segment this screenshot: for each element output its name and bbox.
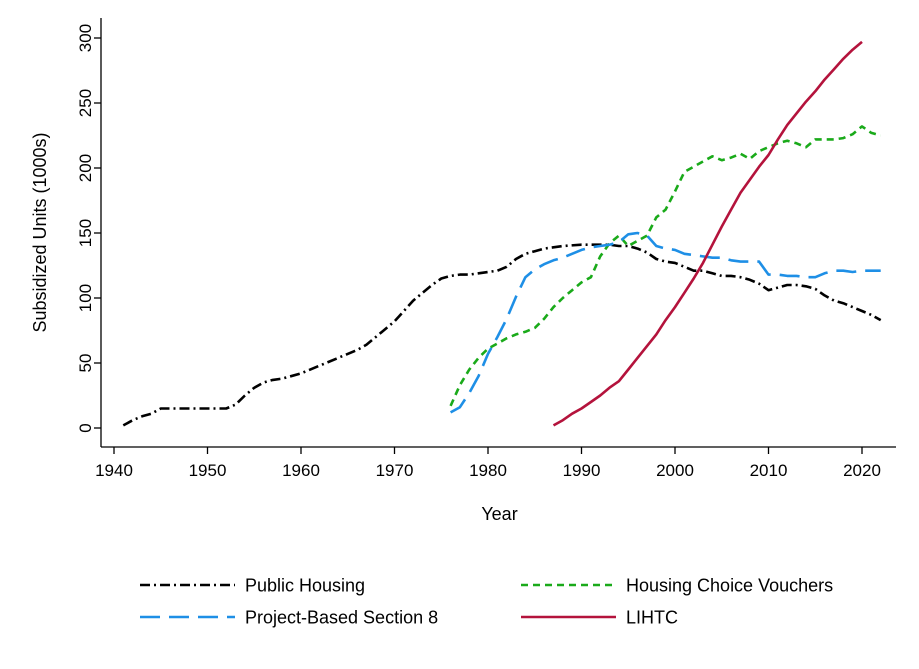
y-tick-label: 100 bbox=[76, 284, 95, 312]
x-tick-label: 1990 bbox=[563, 461, 601, 480]
legend-label: LIHTC bbox=[626, 607, 678, 627]
x-tick-label: 1980 bbox=[469, 461, 507, 480]
x-tick-label: 1940 bbox=[95, 461, 133, 480]
x-tick-label: 1960 bbox=[282, 461, 320, 480]
series-line-housing-choice-vouchers bbox=[449, 125, 882, 407]
y-axis-title: Subsidized Units (1000s) bbox=[30, 132, 50, 332]
legend: Public Housing Housing Choice Vouchers Pro… bbox=[140, 575, 833, 627]
y-tick-label: 50 bbox=[76, 354, 95, 373]
y-tick-label: 200 bbox=[76, 154, 95, 182]
x-tick-label: 2010 bbox=[750, 461, 788, 480]
series-line-project-based-section-8 bbox=[449, 231, 881, 414]
series-lines bbox=[122, 40, 882, 427]
x-axis-title: Year bbox=[481, 504, 517, 524]
y-tick-label: 250 bbox=[76, 89, 95, 117]
x-tick-label: 2000 bbox=[656, 461, 694, 480]
x-tick-label: 1970 bbox=[376, 461, 414, 480]
axes: 0 50 100 150 200 250 300 1940 1950 1960 1970 1980 19… bbox=[76, 18, 896, 480]
x-tick-label: 2020 bbox=[843, 461, 881, 480]
legend-label: Housing Choice Vouchers bbox=[626, 575, 833, 595]
series-line-public-housing bbox=[122, 243, 882, 427]
legend-label: Project-Based Section 8 bbox=[245, 607, 438, 627]
y-tick-label: 150 bbox=[76, 219, 95, 247]
legend-label: Public Housing bbox=[245, 575, 365, 595]
y-tick-label: 300 bbox=[76, 24, 95, 52]
x-tick-label: 1950 bbox=[189, 461, 227, 480]
y-tick-label: 0 bbox=[76, 423, 95, 432]
series-line-lihtc bbox=[552, 40, 863, 427]
